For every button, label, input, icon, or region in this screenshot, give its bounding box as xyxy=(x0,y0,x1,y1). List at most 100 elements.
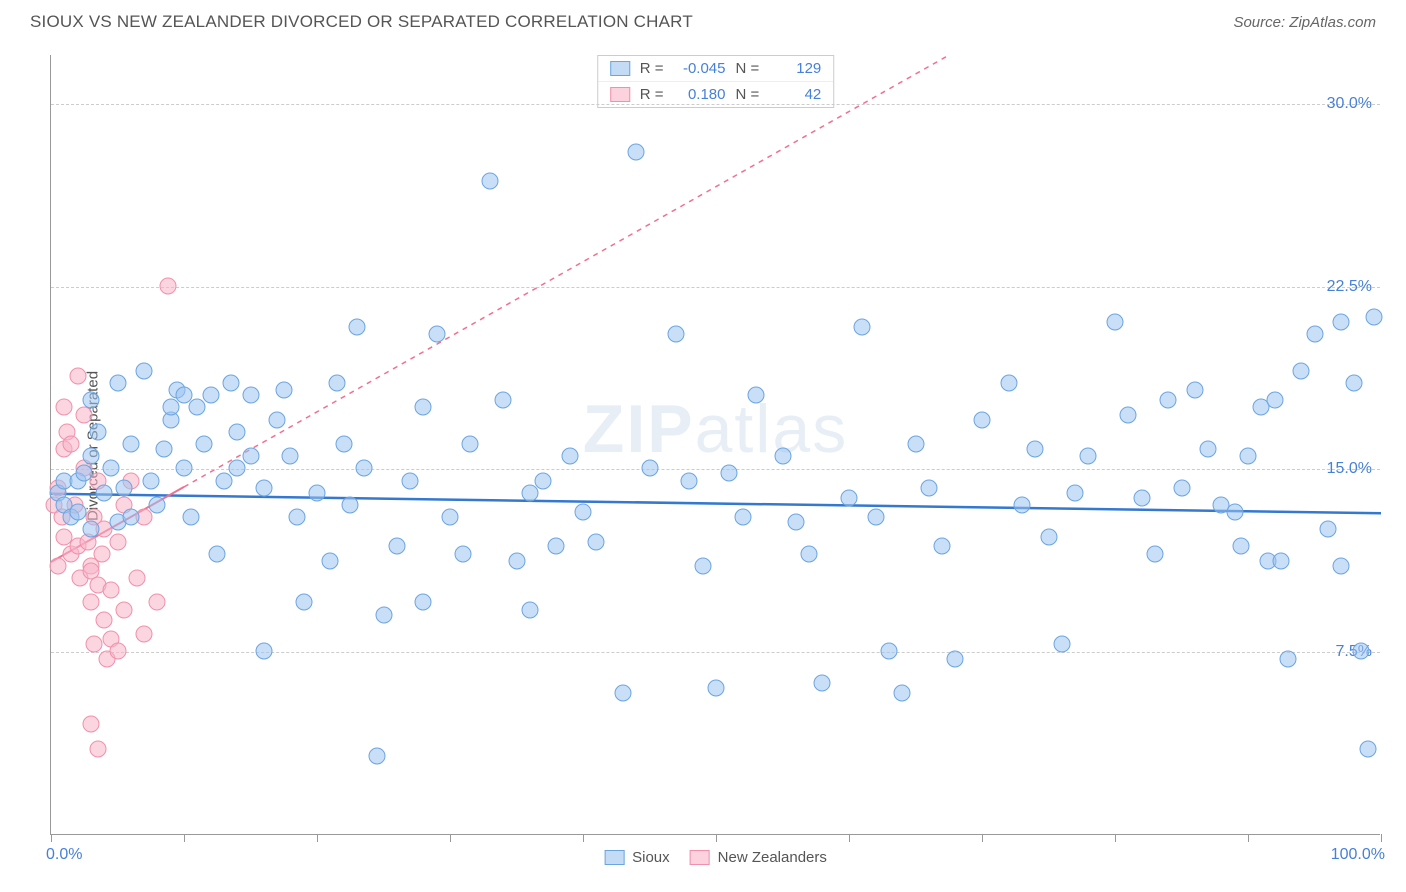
scatter-point-sioux xyxy=(1306,326,1323,343)
scatter-point-sioux xyxy=(182,509,199,526)
scatter-point-sioux xyxy=(1240,448,1257,465)
x-max-label: 100.0% xyxy=(1331,846,1385,864)
scatter-point-sioux xyxy=(82,521,99,538)
scatter-point-sioux xyxy=(1233,538,1250,555)
x-tick xyxy=(1115,834,1116,842)
plot-area: ZIPatlas R = -0.045 N = 129 R = 0.180 N … xyxy=(50,55,1380,835)
scatter-point-sioux xyxy=(1333,314,1350,331)
scatter-point-sioux xyxy=(242,387,259,404)
scatter-point-sioux xyxy=(255,643,272,660)
scatter-point-sioux xyxy=(641,460,658,477)
scatter-point-nz xyxy=(82,594,99,611)
scatter-point-sioux xyxy=(1107,314,1124,331)
r-value: 0.180 xyxy=(674,86,726,103)
scatter-point-nz xyxy=(76,406,93,423)
scatter-point-nz xyxy=(109,533,126,550)
scatter-point-sioux xyxy=(721,465,738,482)
scatter-point-sioux xyxy=(734,509,751,526)
scatter-point-sioux xyxy=(209,545,226,562)
scatter-point-sioux xyxy=(1067,484,1084,501)
scatter-point-sioux xyxy=(774,448,791,465)
scatter-point-sioux xyxy=(867,509,884,526)
scatter-point-sioux xyxy=(355,460,372,477)
n-label: N = xyxy=(736,86,760,103)
scatter-point-sioux xyxy=(801,545,818,562)
legend-label: Sioux xyxy=(632,849,670,866)
scatter-point-sioux xyxy=(142,472,159,489)
scatter-point-sioux xyxy=(974,411,991,428)
scatter-point-sioux xyxy=(82,392,99,409)
scatter-point-sioux xyxy=(1173,479,1190,496)
grid-line xyxy=(51,104,1380,105)
x-min-label: 0.0% xyxy=(46,846,82,864)
legend-item-sioux: Sioux xyxy=(604,849,670,866)
grid-line xyxy=(51,469,1380,470)
scatter-point-nz xyxy=(102,582,119,599)
y-tick-label: 30.0% xyxy=(1327,95,1372,113)
n-value: 42 xyxy=(769,86,821,103)
scatter-point-sioux xyxy=(295,594,312,611)
scatter-point-sioux xyxy=(122,436,139,453)
scatter-point-nz xyxy=(49,557,66,574)
scatter-point-sioux xyxy=(335,436,352,453)
scatter-point-sioux xyxy=(1273,553,1290,570)
stats-legend: R = -0.045 N = 129 R = 0.180 N = 42 xyxy=(597,55,835,108)
scatter-point-nz xyxy=(62,436,79,453)
scatter-point-sioux xyxy=(628,143,645,160)
scatter-point-sioux xyxy=(1146,545,1163,562)
scatter-point-sioux xyxy=(907,436,924,453)
x-tick xyxy=(849,834,850,842)
scatter-point-sioux xyxy=(1353,643,1370,660)
scatter-point-sioux xyxy=(102,460,119,477)
scatter-point-sioux xyxy=(275,382,292,399)
x-tick xyxy=(1381,834,1382,842)
scatter-point-sioux xyxy=(521,601,538,618)
scatter-point-sioux xyxy=(116,479,133,496)
scatter-point-sioux xyxy=(614,684,631,701)
legend-label: New Zealanders xyxy=(718,849,827,866)
scatter-point-sioux xyxy=(1000,375,1017,392)
scatter-point-sioux xyxy=(575,504,592,521)
scatter-point-nz xyxy=(85,635,102,652)
scatter-point-sioux xyxy=(189,399,206,416)
x-tick xyxy=(450,834,451,842)
scatter-point-sioux xyxy=(708,679,725,696)
scatter-point-sioux xyxy=(242,448,259,465)
scatter-point-sioux xyxy=(934,538,951,555)
scatter-point-sioux xyxy=(880,643,897,660)
scatter-point-sioux xyxy=(947,650,964,667)
r-value: -0.045 xyxy=(674,60,726,77)
scatter-point-sioux xyxy=(82,448,99,465)
y-tick-label: 22.5% xyxy=(1327,278,1372,296)
scatter-point-sioux xyxy=(681,472,698,489)
grid-line xyxy=(51,652,1380,653)
scatter-point-sioux xyxy=(109,375,126,392)
scatter-point-sioux xyxy=(229,460,246,477)
watermark: ZIPatlas xyxy=(583,390,848,468)
scatter-point-sioux xyxy=(1346,375,1363,392)
x-tick xyxy=(1248,834,1249,842)
scatter-point-sioux xyxy=(787,514,804,531)
bottom-legend: Sioux New Zealanders xyxy=(604,849,827,866)
scatter-point-sioux xyxy=(694,557,711,574)
scatter-point-sioux xyxy=(481,172,498,189)
scatter-point-sioux xyxy=(854,319,871,336)
scatter-point-nz xyxy=(89,740,106,757)
source-attribution: Source: ZipAtlas.com xyxy=(1233,14,1376,31)
scatter-point-sioux xyxy=(1053,635,1070,652)
scatter-point-sioux xyxy=(162,399,179,416)
scatter-point-sioux xyxy=(548,538,565,555)
scatter-point-sioux xyxy=(1226,504,1243,521)
scatter-point-sioux xyxy=(920,479,937,496)
scatter-point-sioux xyxy=(415,594,432,611)
scatter-point-sioux xyxy=(1319,521,1336,538)
scatter-point-nz xyxy=(116,601,133,618)
scatter-point-sioux xyxy=(136,362,153,379)
scatter-point-sioux xyxy=(1266,392,1283,409)
chart-container: SIOUX VS NEW ZEALANDER DIVORCED OR SEPAR… xyxy=(0,0,1406,892)
x-tick xyxy=(716,834,717,842)
scatter-point-sioux xyxy=(388,538,405,555)
swatch-pink-icon xyxy=(610,87,630,102)
scatter-point-sioux xyxy=(1200,440,1217,457)
scatter-point-sioux xyxy=(89,423,106,440)
